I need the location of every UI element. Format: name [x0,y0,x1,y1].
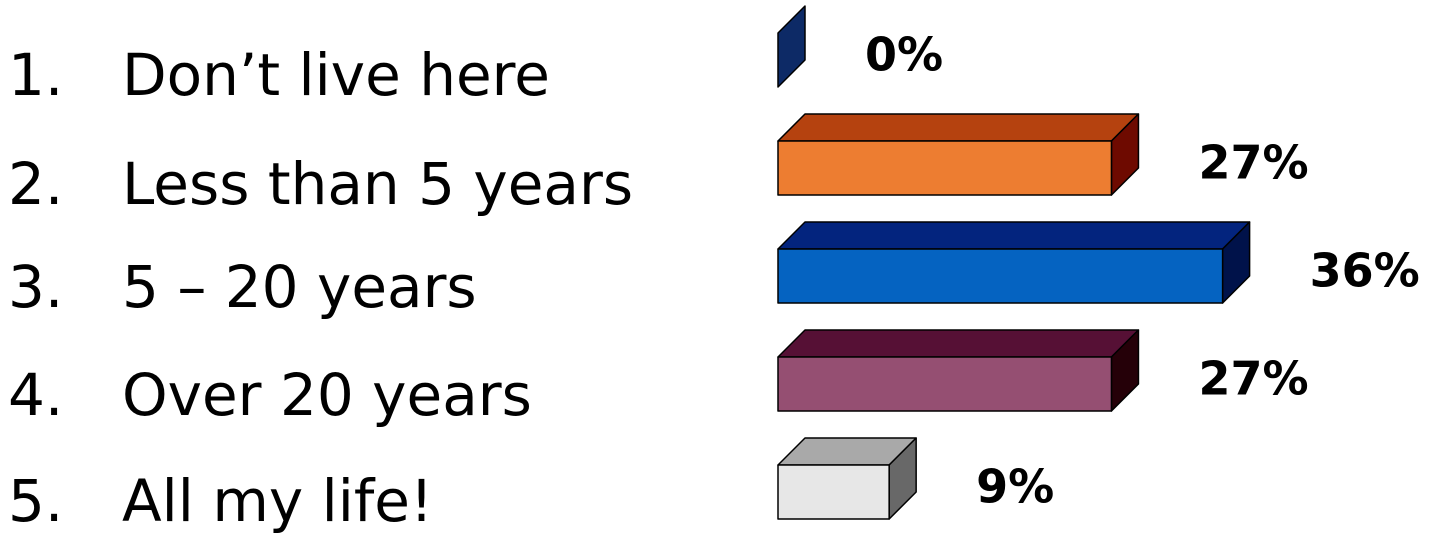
bar-3 [777,221,1251,304]
bar-value-label: 9% [976,460,1054,514]
answer-option-number: 1. [8,41,64,109]
answer-option-1: 1. Don’t live here [8,40,550,110]
answer-option-label: Don’t live here [122,41,550,109]
bar-value-label: 27% [1198,136,1308,190]
bar-value-label: 27% [1198,352,1308,406]
answer-option-label: All my life! [122,467,434,535]
answer-option-label: Over 20 years [122,361,532,429]
bar-top-face [777,221,1251,250]
bar-2 [777,113,1140,196]
answer-option-label: 5 – 20 years [122,253,477,321]
answer-option-number: 4. [8,361,64,429]
bar-top-face [777,113,1140,142]
answer-option-number: 3. [8,253,64,321]
bar-front-face [777,140,1113,196]
answer-option-number: 2. [8,150,64,218]
bar-4 [777,329,1140,412]
bar-front-face [777,356,1113,412]
answer-option-2: 2. Less than 5 years [8,149,633,219]
answer-options-list: 1. Don’t live here 2. Less than 5 years 3.… [0,0,700,536]
bar-value-label: 36% [1310,244,1420,298]
bar-5 [777,437,917,520]
bar-zero-face [777,5,806,88]
bar-top-face [777,329,1140,358]
bar-front-face [777,248,1224,304]
bar-front-face [777,464,890,520]
answer-option-4: 4. Over 20 years [8,360,532,430]
bar-1 [777,5,806,88]
bar-value-label: 0% [865,28,943,82]
answer-option-number: 5. [8,467,64,535]
answer-option-5: 5. All my life! [8,466,433,536]
answer-option-3: 3. 5 – 20 years [8,252,477,322]
answer-option-label: Less than 5 years [122,150,634,218]
